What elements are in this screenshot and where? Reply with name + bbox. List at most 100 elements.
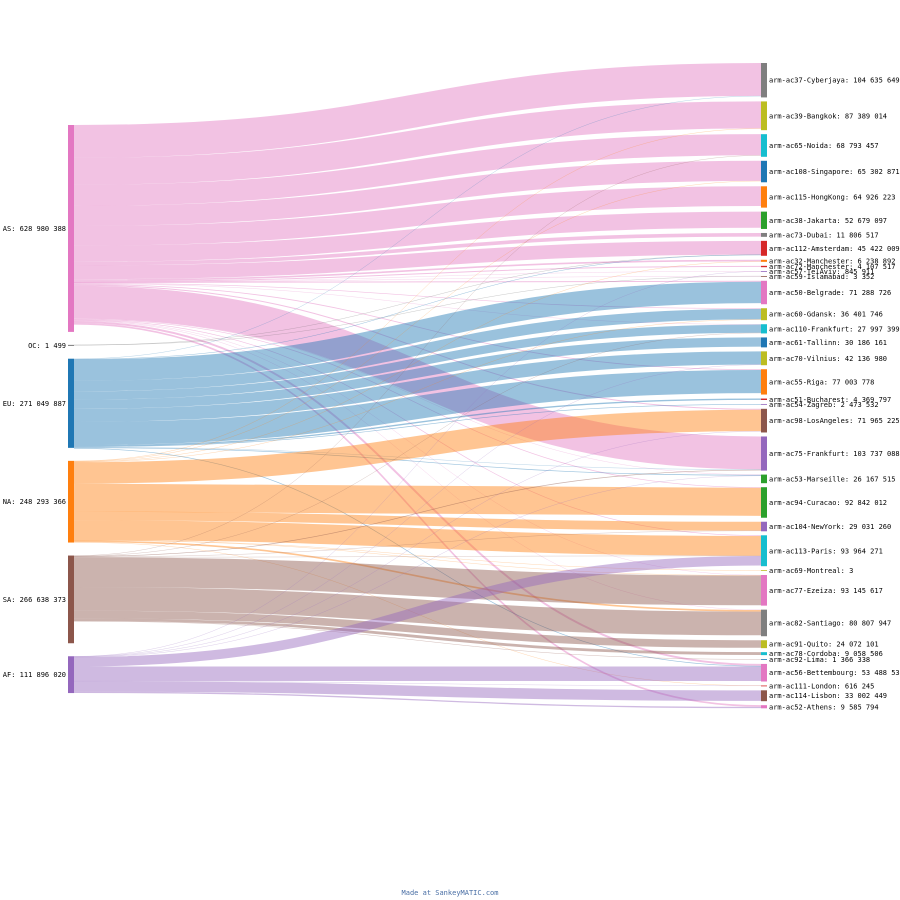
flow-na-to-ac98 xyxy=(73,409,762,484)
flow-as-to-ac108 xyxy=(73,160,762,226)
target-node-label: arm-ac110-Frankfurt: 27 997 399 xyxy=(769,325,900,333)
source-node-label: AS: 628 980 388 xyxy=(3,225,66,233)
node-target xyxy=(761,570,767,571)
node-target xyxy=(761,351,767,366)
flow-eu-to-ac60 xyxy=(73,308,762,392)
node-target xyxy=(761,640,767,649)
target-node-label: arm-ac108-Singapore: 65 302 871 xyxy=(769,168,900,176)
target-node-label: arm-ac69-Montreal: 3 xyxy=(769,567,853,575)
target-node-label: arm-ac98-LosAngeles: 71 965 225 xyxy=(769,417,900,425)
flow-na-to-ac60 xyxy=(73,319,762,463)
flow-as-to-ac82 xyxy=(73,320,762,610)
flow-af-to-ac111 xyxy=(73,681,762,686)
node-layer xyxy=(68,63,767,709)
flow-as-to-ac112 xyxy=(73,240,762,280)
flow-sa-to-ac75 xyxy=(73,469,762,557)
target-node-label: arm-ac65-Noida: 68 793 457 xyxy=(769,142,879,150)
flow-as-to-ac110 xyxy=(73,283,762,325)
flow-as-to-ac75 xyxy=(73,285,762,470)
target-node-label: arm-ac39-Bangkok: 87 389 014 xyxy=(769,112,887,120)
node-source xyxy=(68,344,74,346)
target-node-label: arm-ac114-Lisbon: 33 002 449 xyxy=(769,692,887,700)
flow-af-to-ac57 xyxy=(73,271,762,657)
node-source xyxy=(68,460,74,543)
flow-na-to-ac113 xyxy=(73,520,762,556)
node-target xyxy=(761,275,767,277)
target-node-label: arm-ac92-Lima: 1 366 338 xyxy=(769,656,870,664)
flow-as-to-ac115 xyxy=(73,186,762,246)
node-source xyxy=(68,125,74,332)
node-target xyxy=(761,685,767,687)
flow-eu-to-ac51 xyxy=(73,398,762,447)
flow-as-to-ac50 xyxy=(73,280,762,283)
sankeymatic-credit[interactable]: Made at SankeyMATIC.com xyxy=(401,889,499,897)
node-target xyxy=(761,369,767,395)
flow-af-to-ac113 xyxy=(73,556,762,667)
target-node-label: arm-ac91-Quito: 24 072 101 xyxy=(769,641,879,649)
target-node-label: arm-ac111-London: 616 245 xyxy=(769,682,874,690)
flow-sa-to-ac113 xyxy=(73,555,762,558)
node-target xyxy=(761,663,767,682)
node-target xyxy=(761,535,767,567)
node-target xyxy=(761,271,767,272)
target-node-label: arm-ac52-Athens: 9 585 794 xyxy=(769,703,879,711)
target-node-label: arm-ac82-Santiago: 80 807 947 xyxy=(769,619,891,627)
target-node-label: arm-ac60-Gdansk: 36 401 746 xyxy=(769,311,883,319)
label-layer: AS: 628 980 388 OC: 1 499 EU: 271 049 887 N… xyxy=(3,77,900,712)
flow-eu-to-ac55 xyxy=(73,370,762,446)
flow-as-to-ac56 xyxy=(73,320,762,666)
flow-af-to-ac70 xyxy=(73,364,762,657)
source-node-label: EU: 271 049 887 xyxy=(3,400,66,408)
node-target xyxy=(761,652,767,656)
target-node-label: arm-ac104-NewYork: 29 031 260 xyxy=(769,523,891,531)
flow-sa-to-ac77 xyxy=(73,557,762,606)
node-target xyxy=(761,436,767,471)
node-target xyxy=(761,211,767,229)
flow-na-to-ac82 xyxy=(73,540,762,612)
flow-as-to-ac72 xyxy=(73,265,762,282)
node-target xyxy=(761,186,767,208)
flow-na-to-ac108 xyxy=(73,180,762,462)
target-node-label: arm-ac112-Amsterdam: 45 422 009 xyxy=(769,245,900,253)
flow-as-to-ac55 xyxy=(73,283,762,371)
flow-as-to-ac57 xyxy=(73,271,762,283)
node-source xyxy=(68,656,74,694)
node-target xyxy=(761,659,767,660)
target-node-label: arm-ac54-Zagreb: 2 473 532 xyxy=(769,401,879,409)
flow-af-to-ac114 xyxy=(73,681,762,701)
target-node-label: arm-ac50-Belgrade: 71 288 726 xyxy=(769,289,891,297)
flow-eu-to-ac37 xyxy=(73,95,762,360)
target-node-label: arm-ac70-Vilnius: 42 136 980 xyxy=(769,355,887,363)
flow-na-to-ac111 xyxy=(73,542,762,686)
flow-eu-to-ac50 xyxy=(73,281,762,381)
node-source xyxy=(68,358,74,448)
node-target xyxy=(761,324,767,334)
flow-sa-to-ac92 xyxy=(73,620,762,660)
flow-na-to-ac94 xyxy=(73,483,762,516)
node-target xyxy=(761,265,767,268)
node-target xyxy=(761,259,767,262)
flow-sa-to-ac65 xyxy=(73,155,762,556)
flow-eu-to-ac70 xyxy=(73,351,762,423)
flow-na-to-ac39 xyxy=(73,128,762,462)
node-target xyxy=(761,308,767,321)
flow-eu-to-ac56 xyxy=(73,448,762,667)
node-target xyxy=(761,521,767,532)
flow-af-to-ac98 xyxy=(73,431,762,657)
node-target xyxy=(761,160,767,183)
target-node-label: arm-ac51-Bucharest: 4 369 797 xyxy=(769,396,891,404)
flow-af-to-ac52 xyxy=(73,691,762,709)
source-node-label: AF: 111 896 020 xyxy=(3,671,66,679)
flow-af-to-ac53 xyxy=(73,475,762,658)
target-node-label: arm-ac94-Curacao: 92 842 012 xyxy=(769,499,887,507)
source-node-label: SA: 266 638 373 xyxy=(3,596,66,604)
flow-as-to-ac65 xyxy=(73,134,762,206)
flow-na-to-ac69 xyxy=(73,540,762,571)
flow-as-to-ac73 xyxy=(73,232,762,266)
flow-as-to-ac94 xyxy=(73,319,762,488)
node-target xyxy=(761,101,767,131)
target-node-label: arm-ac38-Jakarta: 52 679 097 xyxy=(769,217,887,225)
target-node-label: arm-ac57-TelAviv: 845 911 xyxy=(769,268,874,276)
flow-na-to-ac32 xyxy=(73,261,762,462)
